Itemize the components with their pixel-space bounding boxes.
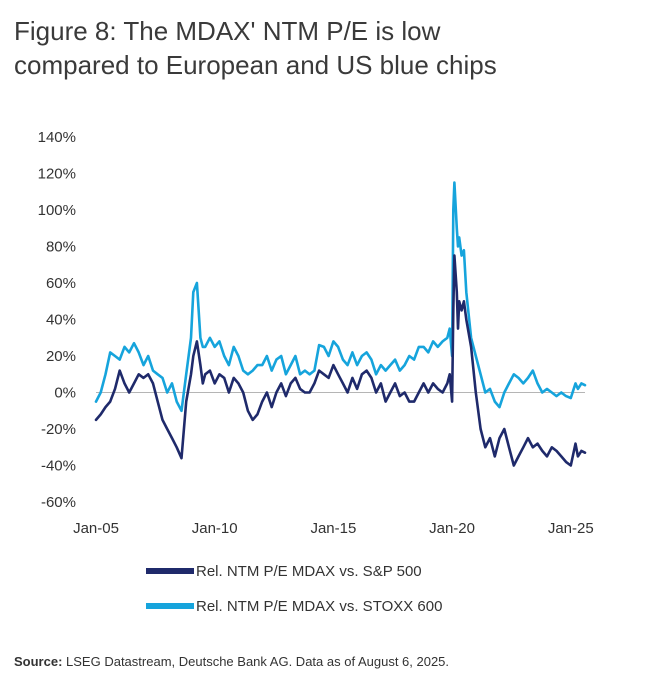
x-tick-label: Jan-10: [192, 520, 238, 537]
y-tick-label: -40%: [41, 458, 76, 475]
y-tick-label: 100%: [38, 202, 76, 219]
chart-title-line-2: compared to European and US blue chips: [14, 50, 497, 80]
y-tick-label: 40%: [46, 312, 76, 329]
y-tick-label: -20%: [41, 421, 76, 438]
y-tick-label: 60%: [46, 275, 76, 292]
y-tick-label: 140%: [38, 129, 76, 146]
legend: Rel. NTM P/E MDAX vs. S&P 500 Rel. NTM P/…: [146, 563, 442, 615]
x-tick-label: Jan-20: [429, 520, 475, 537]
source-label: Source:: [14, 654, 63, 669]
y-tick-label: 20%: [46, 348, 76, 365]
y-axis: 140% 120% 100% 80% 60% 40% 20% 0% -20% -40% -60%: [38, 129, 76, 511]
source-note: Source: LSEG Datastream, Deutsche Bank A…: [14, 654, 449, 669]
chart-title-line-1: Figure 8: The MDAX' NTM P/E is low: [14, 16, 441, 46]
legend-label: Rel. NTM P/E MDAX vs. S&P 500: [196, 563, 422, 580]
legend-label: Rel. NTM P/E MDAX vs. STOXX 600: [196, 598, 442, 615]
source-text: LSEG Datastream, Deutsche Bank AG. Data …: [66, 654, 450, 669]
y-tick-label: 120%: [38, 166, 76, 183]
plot-area: [94, 181, 587, 467]
series-line-stoxx600: [94, 181, 587, 413]
x-tick-label: Jan-05: [73, 520, 119, 537]
series-line-sp500: [94, 254, 587, 467]
y-tick-label: -60%: [41, 494, 76, 511]
y-tick-label: 80%: [46, 239, 76, 256]
line-chart: 140% 120% 100% 80% 60% 40% 20% 0% -20% -40% -60% J…: [38, 129, 594, 615]
x-tick-label: Jan-15: [310, 520, 356, 537]
x-tick-label: Jan-25: [548, 520, 594, 537]
y-tick-label: 0%: [54, 385, 76, 402]
chart-title: Figure 8: The MDAX' NTM P/E is low compa…: [14, 14, 634, 82]
x-axis: Jan-05 Jan-10 Jan-15 Jan-20 Jan-25: [73, 520, 594, 537]
